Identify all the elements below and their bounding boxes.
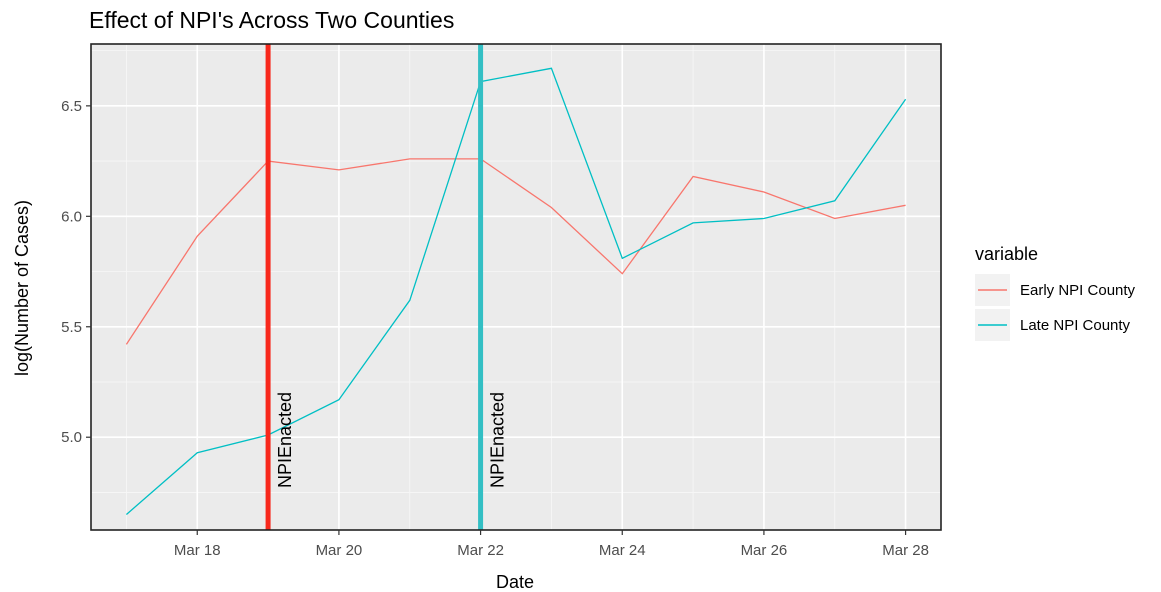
legend-title: variable — [975, 244, 1038, 264]
x-tick-label: Mar 18 — [174, 542, 221, 559]
npi-vline-label-2: NPIEnacted — [488, 392, 508, 488]
legend-item-label: Late NPI County — [1020, 317, 1131, 334]
x-tick-label: Mar 26 — [741, 542, 788, 559]
y-axis-ticks: 5.0 5.5 6.0 6.5 — [61, 98, 91, 446]
plot-panel — [91, 44, 941, 530]
x-axis-title: Date — [496, 572, 534, 592]
x-tick-label: Mar 20 — [316, 542, 363, 559]
chart-marks: NPIEnacted NPIEnacted — [90, 43, 942, 531]
x-tick-label: Mar 22 — [457, 542, 504, 559]
panel-background — [91, 44, 941, 530]
y-tick-label: 5.0 — [61, 429, 82, 446]
x-tick-label: Mar 24 — [599, 542, 646, 559]
plot-area — [125, 44, 907, 530]
panel-border — [90, 43, 942, 531]
legend: variable Early NPI County Late NPI County — [975, 244, 1136, 341]
y-tick-label: 6.0 — [61, 208, 82, 225]
series-line-late-npi-county — [125, 67, 907, 515]
chart-title: Effect of NPI's Across Two Counties — [89, 7, 454, 33]
y-tick-label: 6.5 — [61, 98, 82, 115]
npi-vline-label-1: NPIEnacted — [275, 392, 295, 488]
series-line-early-npi-county — [125, 158, 906, 345]
x-tick-label: Mar 28 — [882, 542, 929, 559]
legend-item-label: Early NPI County — [1020, 282, 1136, 299]
x-axis-ticks: Mar 18 Mar 20 Mar 22 Mar 24 Mar 26 Mar 28 — [174, 530, 929, 559]
y-axis-title: log(Number of Cases) — [12, 200, 32, 376]
y-tick-label: 5.5 — [61, 319, 82, 336]
